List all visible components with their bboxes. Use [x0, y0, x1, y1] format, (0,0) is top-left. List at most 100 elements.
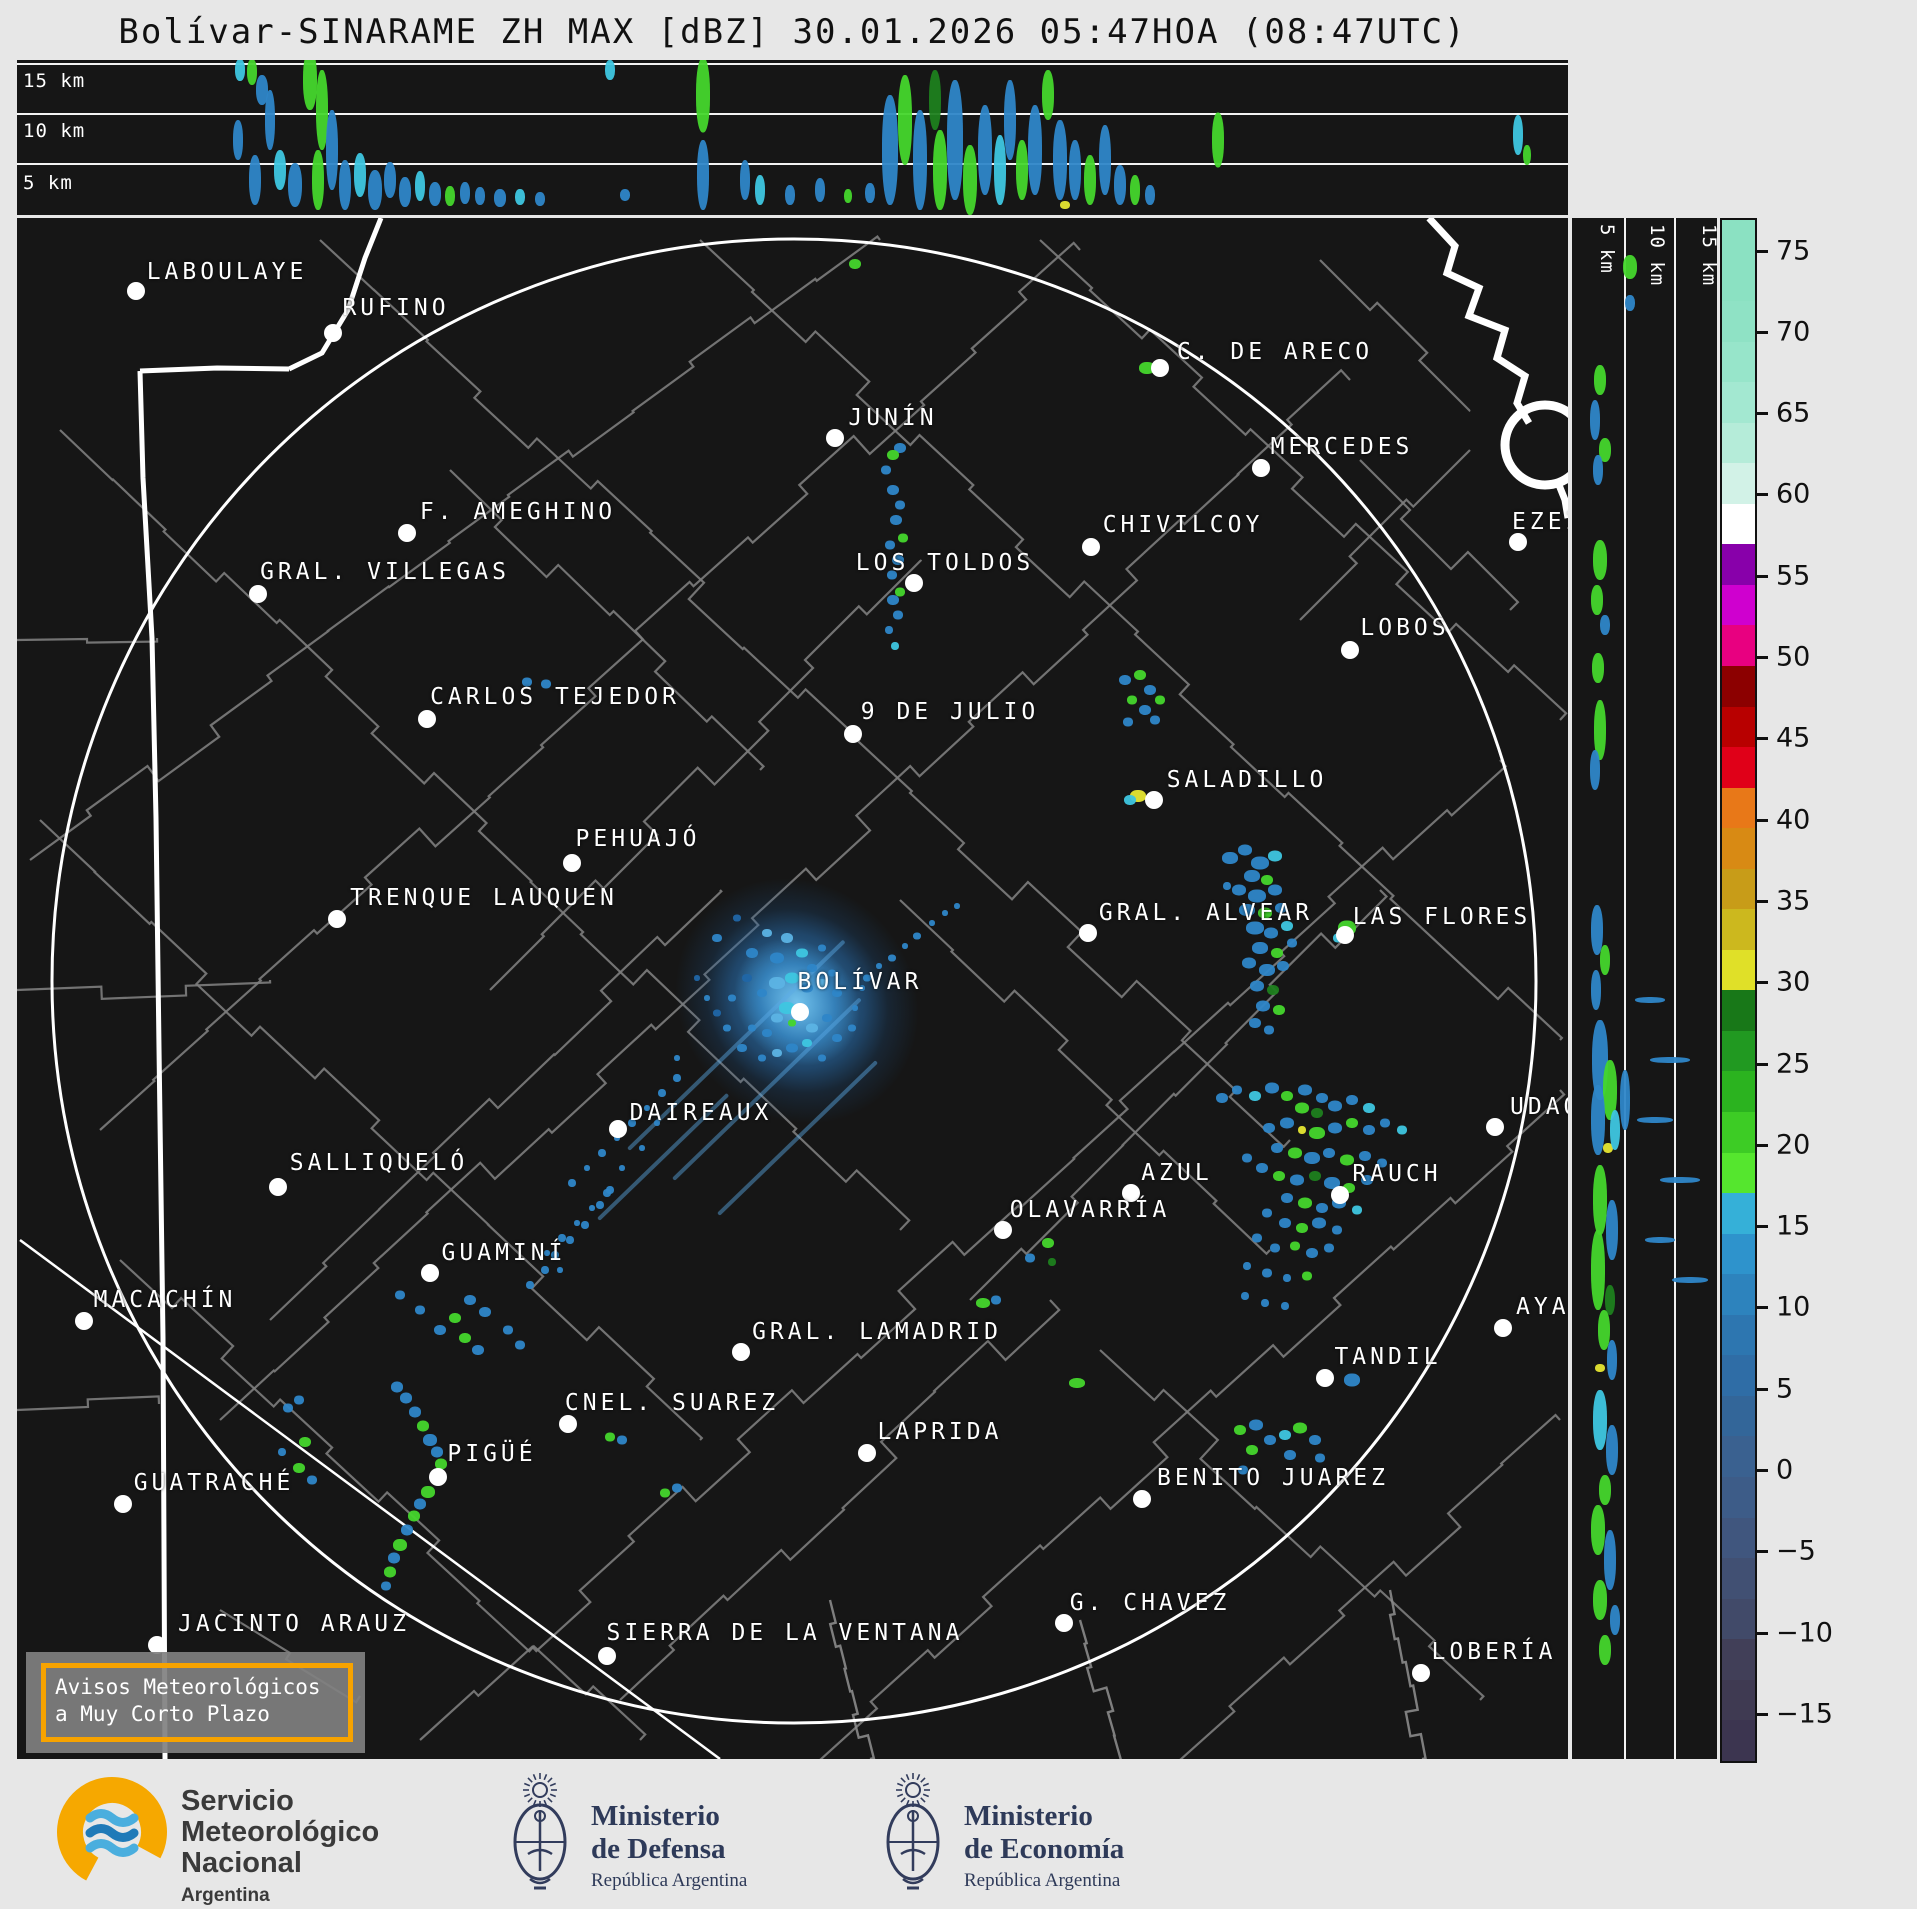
radar-echo: [1309, 1171, 1321, 1181]
radar-echo: [788, 1019, 796, 1027]
radar-echo: [887, 595, 899, 605]
radar-echo: [1243, 1262, 1251, 1270]
radar-echo: [1249, 1419, 1263, 1431]
radar-echo: [1352, 1205, 1362, 1215]
smn-wordmark: Servicio Meteorológico Nacional Argentin…: [181, 1786, 379, 1907]
border-line: [828, 1599, 876, 1759]
city-label: 9 DE JULIO: [860, 699, 1040, 725]
city-dot: [324, 324, 342, 342]
radar-echo: [802, 1039, 812, 1047]
radar-echo: [1028, 105, 1042, 195]
radar-echo: [1594, 365, 1606, 395]
radar-echo: [1212, 112, 1224, 168]
height-label: 10 km: [23, 120, 86, 142]
radar-echo: [1223, 882, 1231, 890]
radar-echo: [832, 1034, 842, 1042]
border-line: [287, 218, 384, 372]
colorbar-segment: [1722, 422, 1755, 464]
radar-echo: [617, 1435, 627, 1445]
colorbar-tick-label: 45: [1776, 722, 1811, 754]
height-label: 5 km: [23, 172, 73, 194]
radar-echo: [1591, 1505, 1605, 1555]
radar-echo: [1256, 1000, 1270, 1012]
colorbar-segment: [1722, 220, 1755, 261]
colorbar-segment: [1722, 1558, 1755, 1599]
radar-echo: [1304, 1152, 1320, 1164]
border-line: [19, 1238, 721, 1759]
border-line: [17, 979, 272, 1000]
radar-echo: [1279, 1218, 1291, 1228]
radar-echo: [1281, 1091, 1293, 1101]
radar-echo: [278, 1448, 286, 1456]
radar-echo: [431, 1446, 443, 1458]
colorbar-tick: [1757, 656, 1768, 660]
city-dot: [858, 1444, 876, 1462]
radar-echo: [1380, 1118, 1390, 1128]
radar-echo: [288, 163, 302, 207]
radar-echo: [658, 1089, 666, 1097]
radar-echo: [1635, 997, 1665, 1003]
radar-echo: [771, 1013, 783, 1023]
radar-echo: [460, 182, 470, 204]
colorbar-tick: [1757, 1062, 1768, 1066]
radar-echo: [785, 185, 795, 205]
radar-echo: [712, 934, 722, 942]
city-dot: [269, 1178, 287, 1196]
colorbar-segment: [1722, 1395, 1755, 1437]
radar-echo: [620, 189, 630, 201]
radar-echo: [758, 1054, 766, 1062]
city-label: LAS FLORES: [1352, 904, 1532, 930]
radar-echo: [704, 995, 710, 1001]
radar-echo: [1672, 1277, 1708, 1283]
radar-echo: [737, 1044, 747, 1052]
warning-box[interactable]: Avisos Meteorológicos a Muy Corto Plazo: [26, 1652, 365, 1753]
colorbar-tick-label: 25: [1776, 1048, 1811, 1080]
height-label: 15 km: [1698, 224, 1717, 287]
radar-echo: [807, 964, 817, 972]
radar-echo: [898, 75, 912, 165]
radar-echo: [755, 175, 765, 205]
border-line: [99, 241, 1081, 1131]
radar-echo: [293, 1463, 305, 1473]
colorbar-segment: [1722, 1436, 1755, 1477]
radar-echo: [544, 1250, 550, 1256]
radar-echo: [895, 500, 905, 510]
radar-echo: [696, 60, 710, 133]
radar-echo: [639, 1145, 645, 1151]
border-line: [17, 1395, 161, 1412]
colorbar-tick: [1757, 981, 1768, 985]
radar-echo: [1593, 540, 1607, 580]
colorbar-segment: [1722, 747, 1755, 788]
radar-echo: [1283, 1274, 1291, 1282]
radar-echo: [828, 969, 836, 977]
colorbar-segment: [1722, 1355, 1755, 1396]
radar-echo: [1620, 1070, 1630, 1130]
colorbar-segment: [1722, 382, 1755, 423]
map-borders-layer: [17, 218, 1568, 1759]
radar-echo: [605, 60, 615, 80]
radar-echo: [503, 1325, 513, 1335]
radar-echo: [606, 1186, 614, 1194]
radar-echo: [414, 1498, 426, 1510]
radar-echo: [863, 974, 871, 982]
colorbar-segment: [1722, 463, 1755, 504]
radar-echo: [415, 1305, 425, 1315]
radar-echo: [1262, 1208, 1272, 1218]
radar-echo: [1606, 1200, 1618, 1260]
radar-echo: [1591, 1085, 1605, 1155]
radar-echo: [1290, 1241, 1300, 1251]
city-dot: [429, 1468, 447, 1486]
radar-echo: [890, 515, 902, 525]
radar-echo: [1249, 1018, 1261, 1028]
radar-echo: [299, 1437, 311, 1447]
smn-line-3: Nacional: [181, 1847, 302, 1879]
city-label: CARLOS TEJEDOR: [430, 684, 680, 710]
radar-echo: [1295, 1102, 1309, 1114]
radar-echo: [1610, 1605, 1620, 1635]
radar-echo: [1590, 400, 1600, 440]
radar-echo: [1523, 145, 1531, 165]
city-label: GRAL. VILLEGAS: [260, 559, 510, 585]
colorbar-tick-label: 50: [1776, 641, 1811, 673]
colorbar-segment: [1722, 909, 1755, 950]
